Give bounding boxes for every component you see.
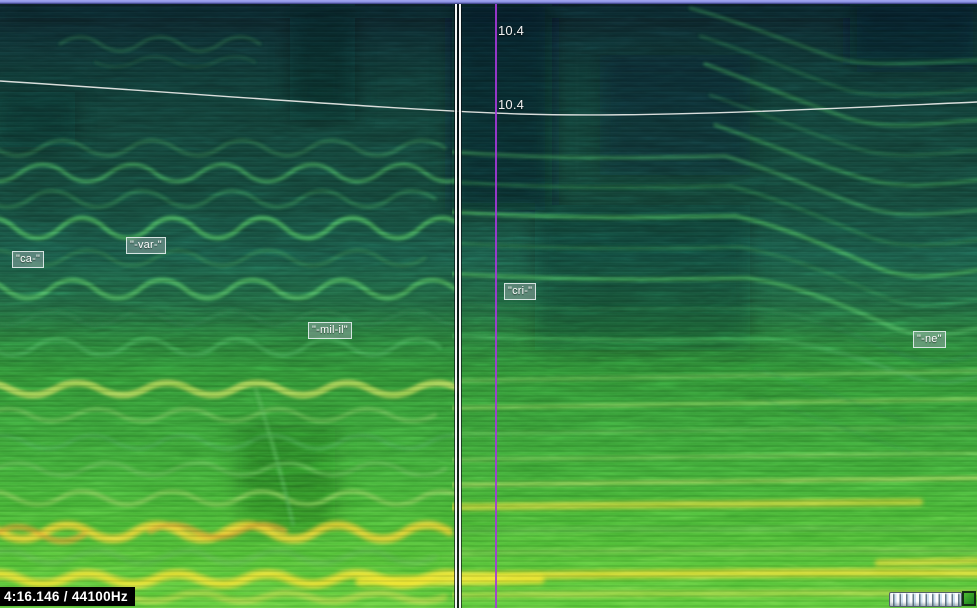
annotation-label-var: "-var-" bbox=[126, 237, 166, 254]
zoom-thumbwheel-icon[interactable] bbox=[889, 592, 962, 607]
time-marker-label: 10.4 bbox=[498, 23, 525, 38]
annotation-label-cri: "cri-" bbox=[504, 283, 537, 300]
annotation-label-ne: "-ne" bbox=[913, 331, 946, 348]
annotation-label-mil-il: "-mil-il" bbox=[308, 322, 352, 339]
annotation-label-ca: "ca-" bbox=[12, 251, 45, 268]
playhead-cursor[interactable] bbox=[454, 0, 462, 608]
time-marker-label: 10.4 bbox=[498, 97, 525, 112]
status-readout: 4:16.146 / 44100Hz bbox=[0, 587, 135, 606]
status-time-and-samplerate: 4:16.146 / 44100Hz bbox=[4, 589, 128, 604]
pane-corner-button[interactable] bbox=[962, 591, 976, 606]
marker-line bbox=[495, 0, 497, 608]
pane-top-border bbox=[0, 0, 977, 4]
